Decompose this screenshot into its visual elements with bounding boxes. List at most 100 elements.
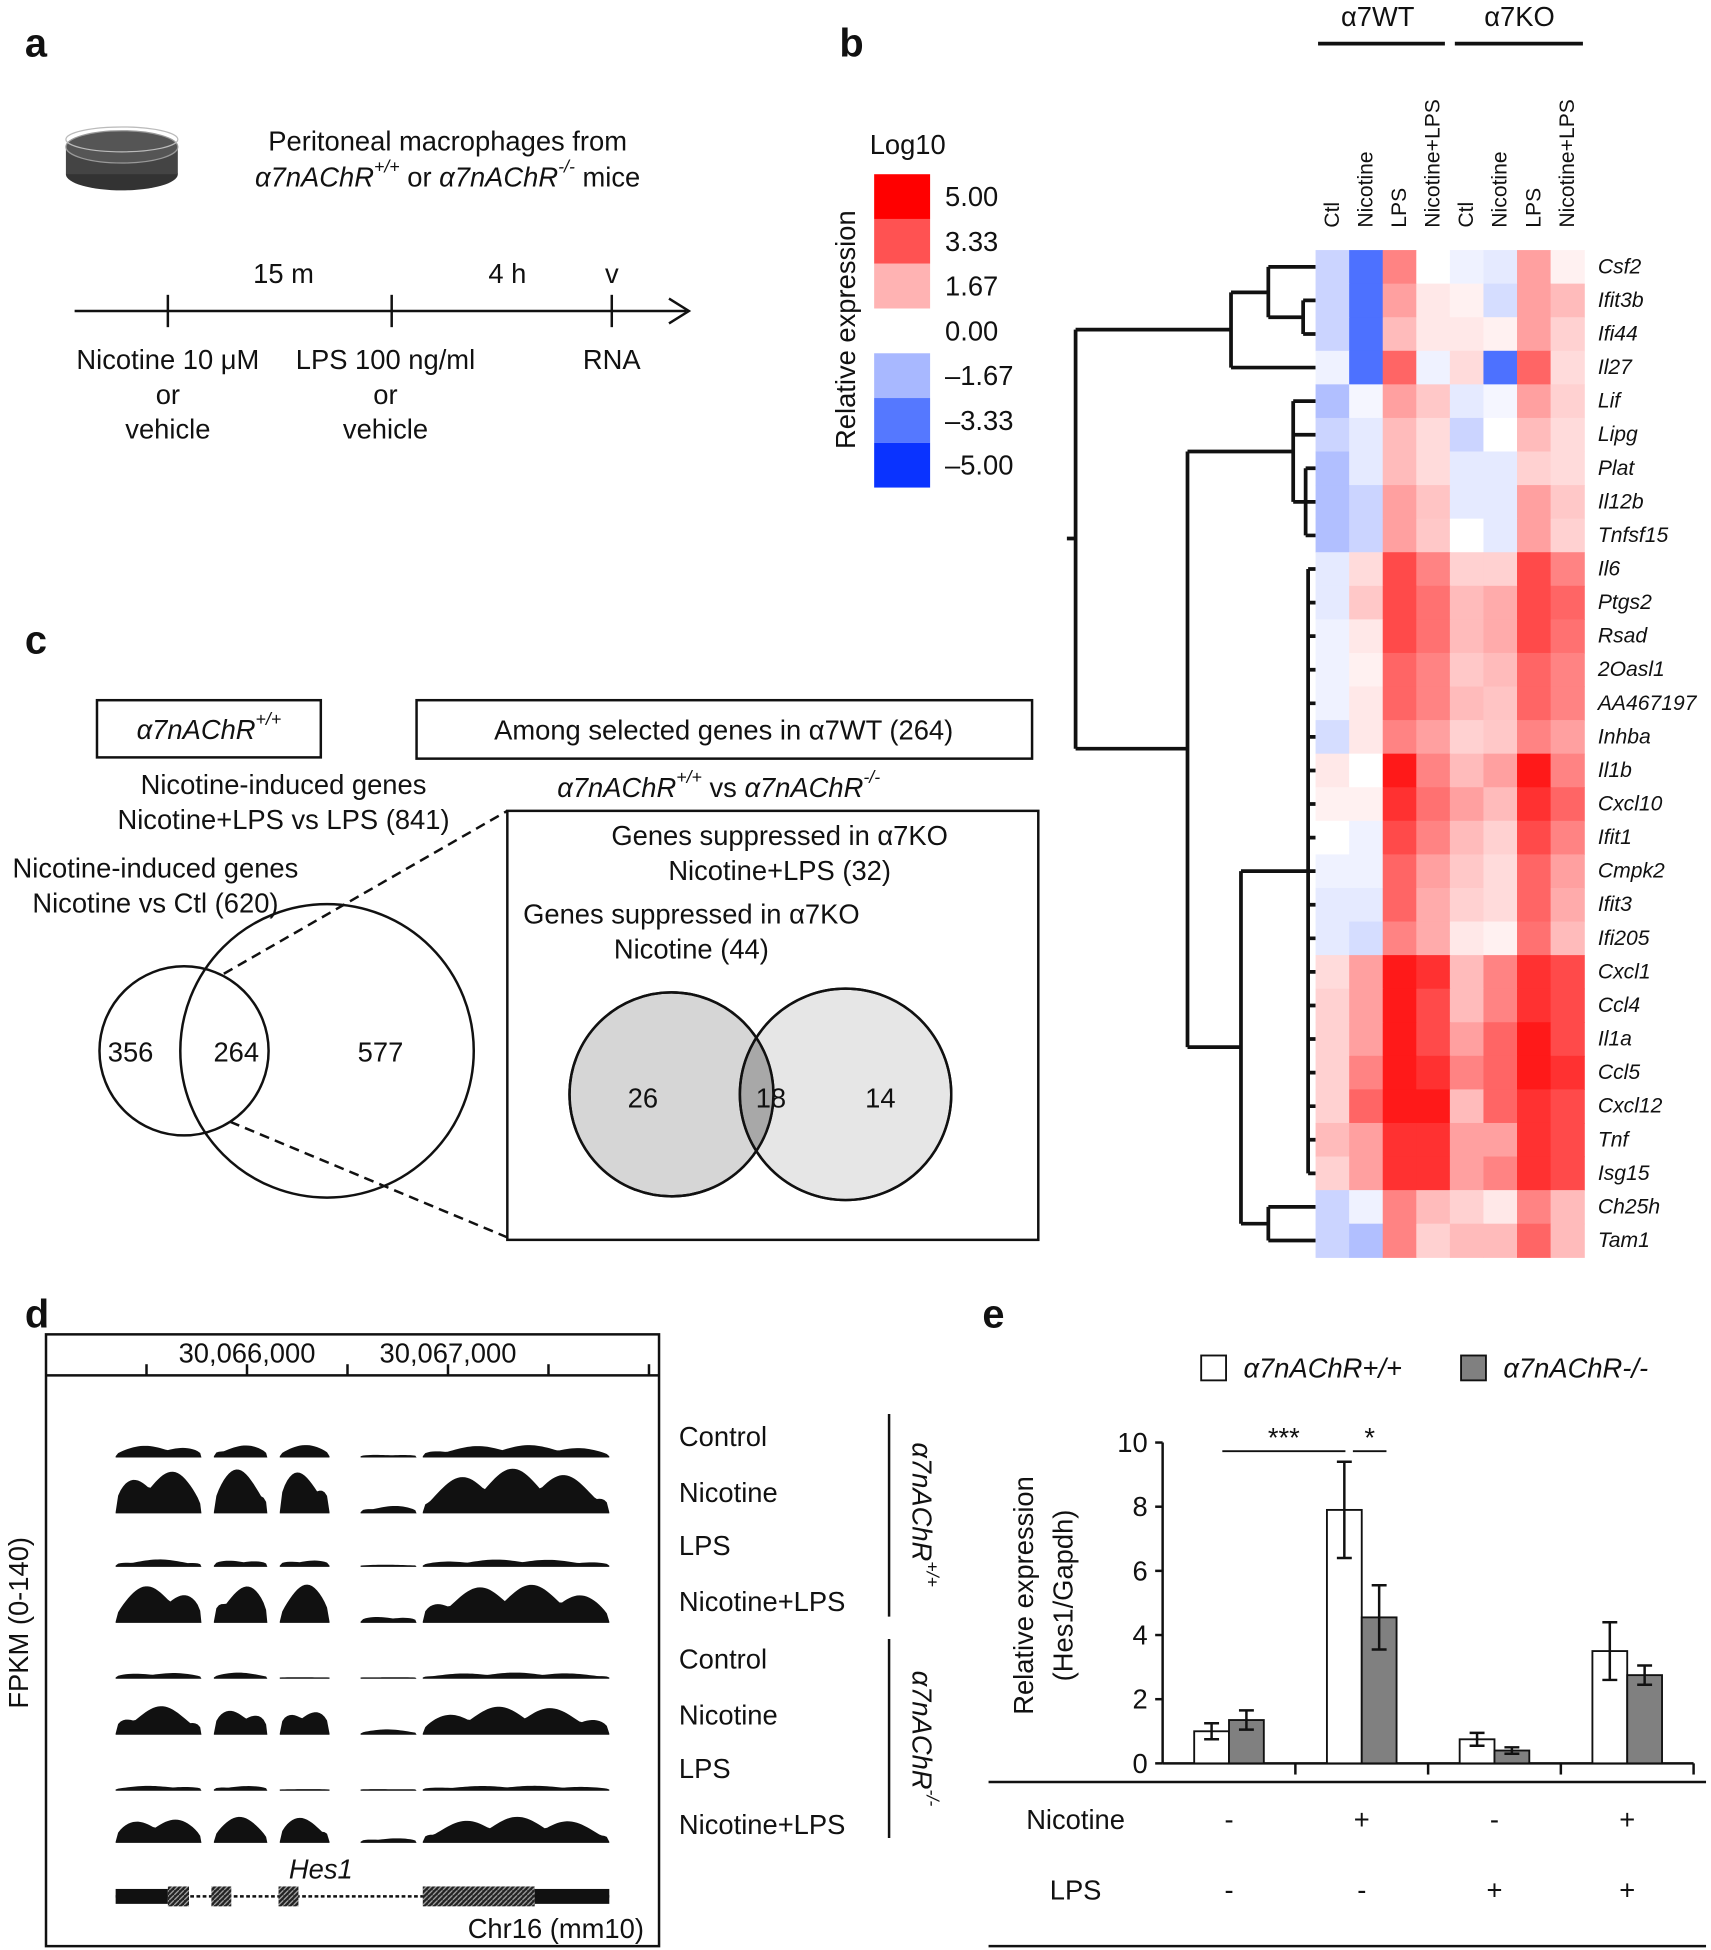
heatmap-cell — [1315, 753, 1350, 788]
heatmap-cell — [1550, 1156, 1585, 1191]
heatmap-cell — [1550, 921, 1585, 956]
heatmap-cell — [1550, 1122, 1585, 1158]
legend-tick-label: 1.67 — [945, 271, 998, 302]
legend-tick-label: –1.67 — [945, 360, 1013, 391]
heatmap-cell — [1416, 921, 1451, 956]
heatmap-cell — [1449, 854, 1485, 889]
heatmap-cell — [1416, 955, 1451, 990]
heatmap-cell — [1315, 955, 1350, 990]
heatmap-cell — [1349, 753, 1384, 788]
heatmap-cell — [1449, 250, 1485, 285]
panel-label: e — [982, 1292, 1004, 1336]
heatmap-cell — [1382, 1089, 1417, 1124]
heatmap-cell — [1349, 585, 1384, 620]
heatmap-cell — [1382, 753, 1417, 788]
protocol-text-part: mice — [575, 161, 640, 192]
column-label: Nicotine+LPS — [1422, 99, 1445, 228]
heatmap-cell — [1349, 250, 1384, 285]
heatmap-cell — [1483, 720, 1518, 755]
heatmap-cell — [1382, 1190, 1417, 1225]
heatmap-cell — [1349, 652, 1384, 688]
heatmap-cell — [1449, 955, 1485, 990]
condition-name: LPS — [1050, 1875, 1102, 1906]
heatmap-cell — [1483, 1055, 1518, 1091]
heatmap-cell — [1315, 887, 1350, 923]
heatmap-cell — [1349, 720, 1384, 755]
venn-subtitle-part: α7nAChR — [744, 772, 863, 803]
protocol-text-part: +/+ — [374, 157, 400, 177]
heatmap-cell — [1349, 485, 1384, 520]
gene-label: Il1b — [1598, 759, 1632, 782]
heatmap-cell — [1416, 753, 1451, 788]
column-label: Ctl — [1321, 202, 1344, 228]
heatmap-cell — [1416, 1156, 1451, 1191]
heatmap-cell — [1382, 619, 1417, 654]
heatmap-cell — [1315, 417, 1350, 453]
heatmap-cell — [1483, 1089, 1518, 1124]
gene-model — [115, 1886, 610, 1907]
heatmap-cell — [1517, 1022, 1552, 1057]
legend-label: Relative expression — [830, 210, 861, 449]
protocol-text-part: Peritoneal macrophages from — [268, 125, 627, 156]
heatmap-cell — [1449, 1089, 1485, 1124]
heatmap-cell — [1449, 384, 1485, 419]
legend-label: α7nAChR-/- — [1503, 1352, 1648, 1383]
gene-label: Rsad — [1598, 625, 1649, 648]
heatmap-cell — [1416, 1089, 1451, 1124]
heatmap-cell — [1517, 1223, 1552, 1258]
heatmap-cell — [1483, 686, 1518, 721]
heatmap-cell — [1550, 317, 1585, 352]
set-label: Nicotine-induced genes — [13, 853, 299, 884]
heatmap-cell — [1349, 1190, 1384, 1225]
heatmap-cell — [1483, 250, 1518, 285]
panel-label: a — [25, 22, 48, 66]
heatmap-cell — [1349, 955, 1384, 990]
heatmap-cell — [1416, 887, 1451, 923]
heatmap-cell — [1449, 753, 1485, 788]
heatmap-cell — [1315, 1022, 1350, 1057]
heatmap-cell — [1550, 887, 1585, 923]
heatmap-cell — [1315, 820, 1350, 856]
heatmap-cell — [1517, 652, 1552, 688]
heatmap-cell — [1517, 955, 1552, 990]
heatmap-cell — [1483, 753, 1518, 788]
ruler-label: 30,066,000 — [179, 1338, 316, 1369]
significance-label: *** — [1268, 1422, 1300, 1453]
heatmap-cell — [1449, 1055, 1485, 1091]
heatmap-cell — [1315, 250, 1350, 285]
box-label-part: α7nAChR — [137, 713, 256, 744]
coverage-track — [115, 1559, 610, 1567]
heatmap-cell — [1349, 552, 1384, 587]
heatmap-cell — [1382, 720, 1417, 755]
heatmap-cell — [1315, 686, 1350, 721]
heatmap-cell — [1449, 720, 1485, 755]
venn-count: 26 — [628, 1083, 658, 1114]
gene-label: Tnf — [1598, 1128, 1631, 1151]
heatmap-cell — [1550, 250, 1585, 285]
heatmap-cell — [1550, 283, 1585, 318]
heatmap-cell — [1449, 552, 1485, 587]
heatmap-cell — [1517, 317, 1552, 352]
ruler-label: 30,067,000 — [380, 1338, 517, 1369]
heatmap-cell — [1315, 451, 1350, 486]
heatmap-cell — [1550, 552, 1585, 587]
genotype-label-part: -/- — [923, 1790, 943, 1807]
heatmap-cell — [1416, 451, 1451, 486]
legend-tick-label: –3.33 — [945, 405, 1013, 436]
heatmap-cell — [1416, 1055, 1451, 1091]
genotype-label-part: +/+ — [923, 1561, 943, 1587]
heatmap-cell — [1550, 417, 1585, 453]
heatmap-cell — [1449, 1190, 1485, 1225]
heatmap-cell — [1483, 1122, 1518, 1158]
heatmap-cell — [1483, 1190, 1518, 1225]
heatmap-cell — [1382, 485, 1417, 520]
heatmap-cell — [1483, 384, 1518, 419]
heatmap-cell — [1449, 619, 1485, 654]
heatmap-cell — [1416, 1223, 1451, 1258]
heatmap-cell — [1416, 1122, 1451, 1158]
heatmap-cell — [1416, 518, 1451, 553]
heatmap-cell — [1416, 317, 1451, 352]
sample-label: Control — [679, 1643, 767, 1674]
heatmap-cell — [1349, 1089, 1384, 1124]
